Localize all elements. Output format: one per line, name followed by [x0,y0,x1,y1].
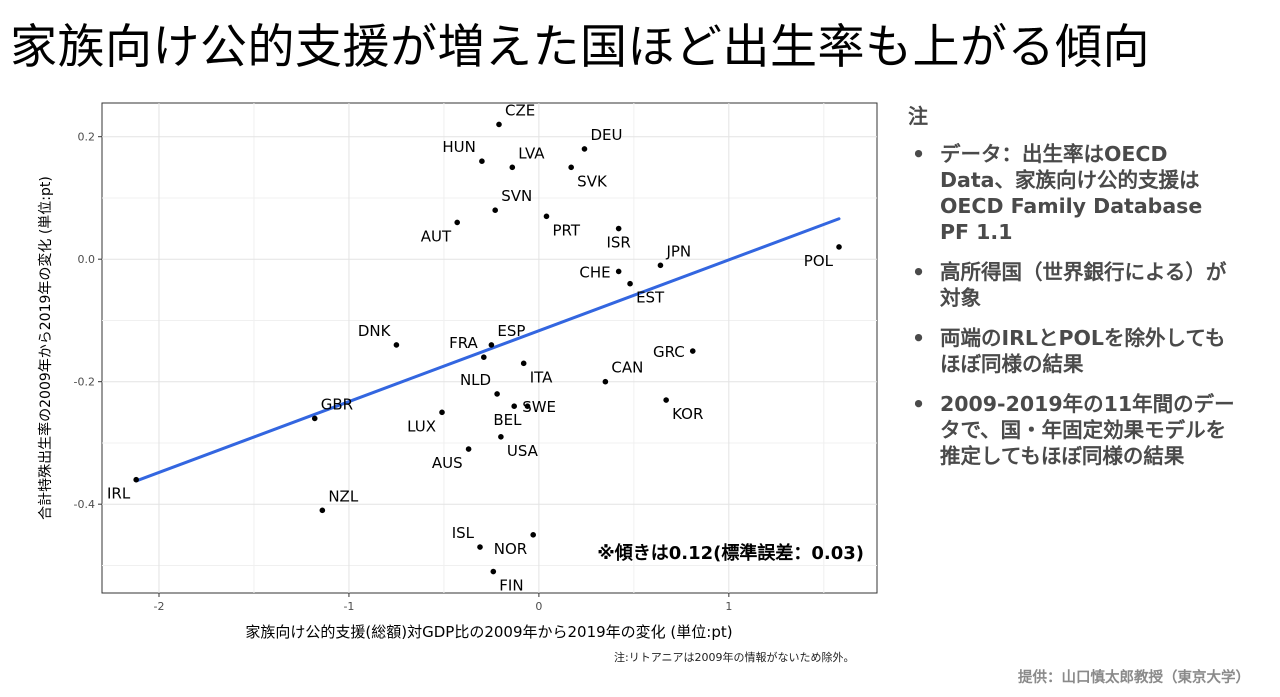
point-label: ISR [606,234,630,252]
point-label: USA [507,442,539,460]
point-label: SVN [501,187,532,205]
labels-layer: CZE DEU HUN LVA SVK SVN AUT PRT ISR POL JPN CHE EST D… [107,101,834,594]
data-point [494,391,500,397]
y-tick-label: -0.2 [74,376,95,389]
data-point [488,342,495,348]
data-point [581,146,588,152]
data-point [133,476,139,483]
regression-line [134,217,841,483]
y-tick-label: 0.2 [78,131,96,144]
point-label: AUS [432,454,463,472]
point-label: LUX [407,417,436,435]
data-point [689,348,696,354]
data-point [520,360,527,367]
data-point [454,219,461,226]
notes-item: 高所得国（世界銀行による）が対象 [908,259,1238,311]
point-label: HUN [442,138,475,156]
data-point [479,158,485,164]
notes-item: 2009-2019年の11年間のデータで、国・年固定効果モデルを推定してもほぼ同… [908,391,1238,469]
notes-list: データ：出生率はOECD Data、家族向け公的支援はOECD Family D… [908,141,1238,469]
point-label: NLD [460,371,491,389]
data-point [657,262,664,269]
point-label: SWE [522,398,556,416]
point-label: CAN [611,359,643,377]
scatter-chart: CZE DEU HUN LVA SVK SVN AUT PRT ISR POL JPN CHE EST D… [37,101,878,641]
point-label: POL [804,252,834,270]
data-point [481,354,487,360]
notes-heading: 注 [908,104,928,128]
point-label: JPN [665,242,691,260]
data-point [615,225,622,232]
data-point [498,434,504,440]
point-label: ESP [497,322,525,340]
y-axis-title: 合計特殊出生率の2009年から2019年の変化 (単位:pt) [37,176,54,520]
x-tick-label: 1 [725,600,732,613]
point-label: AUT [421,227,452,245]
ticks-layer: -2 -1 0 1 -0.4 -0.2 0.0 0.2 [74,131,733,613]
data-point [496,121,502,128]
point-label: DNK [358,322,392,340]
point-label: FRA [449,334,478,352]
data-point [511,403,517,409]
slide-title: 家族向け公的支援が増えた国ほど出生率も上がる傾向 [10,20,1150,75]
point-label: NZL [328,487,358,505]
data-point [393,342,400,348]
point-label: FIN [499,577,523,595]
point-label: IRL [107,485,131,503]
data-point [465,446,472,452]
points-layer [133,121,842,575]
point-label: CHE [579,263,610,281]
point-label: LVA [518,144,545,162]
data-point [836,244,842,250]
data-point [509,164,516,171]
slope-annotation: ※傾きは0.12(標準誤差：0.03) [597,542,864,564]
point-label: PRT [552,221,580,239]
notes-panel: 注 データ：出生率はOECD Data、家族向け公的支援はOECD Family… [908,100,1238,483]
point-label: NOR [494,540,527,558]
point-label: GBR [321,395,353,413]
y-tick-label: 0.0 [78,253,96,266]
data-point [492,207,498,213]
point-label: GRC [653,343,685,361]
point-label: SVK [577,172,608,190]
data-point [319,507,326,514]
data-point [524,403,531,409]
y-tick-label: -0.4 [74,498,95,511]
data-point [627,280,633,287]
data-point [602,378,609,385]
credit-text: 提供：山口慎太郎教授（東京大学） [1018,670,1250,686]
point-label: EST [636,289,665,307]
x-tick-label: -1 [343,600,354,613]
data-point [530,532,536,538]
data-point [543,213,550,220]
point-label: BEL [493,411,522,429]
notes-item: データ：出生率はOECD Data、家族向け公的支援はOECD Family D… [908,141,1238,245]
data-point [311,415,318,422]
data-point [663,397,669,403]
x-axis-title: 家族向け公的支援(総額)対GDP比の2009年から2019年の変化 (単位:pt… [245,623,732,641]
data-point [568,164,574,171]
data-point [439,409,445,416]
fit-layer [134,217,841,483]
data-point [615,268,622,275]
point-label: KOR [672,405,703,423]
x-tick-label: 0 [535,600,542,613]
point-label: ISL [452,524,475,542]
chart-footnote: 注:リトアニアは2009年の情報がないため除外。 [614,651,855,664]
point-label: DEU [590,126,622,144]
data-point [477,544,483,550]
point-label: ITA [530,368,553,386]
notes-item: 両端のIRLとPOLを除外してもほぼ同様の結果 [908,325,1238,377]
point-label: CZE [505,101,535,119]
data-point [490,568,497,575]
x-tick-label: -2 [154,600,165,613]
grid-layer [102,103,877,593]
